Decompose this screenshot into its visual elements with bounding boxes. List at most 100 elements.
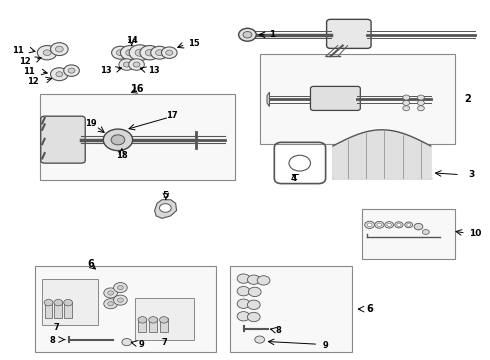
Ellipse shape [239, 28, 256, 41]
Ellipse shape [37, 45, 57, 60]
Bar [135, 298, 194, 339]
Ellipse shape [257, 276, 270, 285]
Ellipse shape [44, 300, 53, 306]
Text: 7: 7 [162, 338, 167, 347]
Text: 12: 12 [19, 57, 31, 66]
Ellipse shape [108, 291, 114, 295]
Ellipse shape [55, 46, 63, 52]
Ellipse shape [111, 135, 125, 145]
Text: 10: 10 [469, 229, 481, 238]
Ellipse shape [129, 45, 151, 60]
Text: 3: 3 [468, 170, 474, 179]
Ellipse shape [114, 283, 127, 293]
Ellipse shape [54, 300, 63, 306]
Ellipse shape [138, 317, 147, 323]
Ellipse shape [151, 46, 168, 59]
Text: 8: 8 [276, 327, 282, 336]
Ellipse shape [403, 95, 410, 100]
Ellipse shape [289, 155, 311, 171]
Ellipse shape [161, 47, 177, 58]
Text: 12: 12 [27, 77, 39, 86]
Ellipse shape [50, 68, 68, 81]
Bar [160, 318, 168, 332]
Ellipse shape [405, 222, 413, 228]
Text: 16: 16 [131, 84, 144, 94]
Ellipse shape [112, 46, 129, 59]
Ellipse shape [43, 50, 51, 55]
Bar [139, 318, 147, 332]
Ellipse shape [123, 62, 130, 67]
Text: 9: 9 [139, 340, 144, 349]
Ellipse shape [119, 59, 135, 70]
Ellipse shape [121, 45, 140, 60]
Text: 14: 14 [126, 36, 138, 45]
Text: 17: 17 [166, 111, 177, 120]
Ellipse shape [395, 222, 403, 228]
FancyBboxPatch shape [311, 86, 360, 111]
Text: 1: 1 [269, 30, 275, 39]
Text: 2: 2 [464, 94, 471, 104]
Polygon shape [267, 92, 270, 107]
Ellipse shape [414, 224, 423, 230]
Bar [362, 209, 455, 259]
Ellipse shape [56, 72, 63, 77]
Ellipse shape [68, 68, 75, 73]
Bar [230, 266, 352, 352]
Ellipse shape [159, 204, 171, 212]
Ellipse shape [367, 223, 372, 226]
Ellipse shape [135, 49, 145, 56]
Text: 6: 6 [366, 304, 373, 314]
Ellipse shape [237, 274, 250, 283]
Text: 11: 11 [23, 67, 35, 76]
Bar [40, 94, 235, 180]
Bar [42, 279, 98, 325]
Ellipse shape [417, 95, 424, 100]
Ellipse shape [403, 100, 410, 105]
Bar [149, 318, 157, 332]
Ellipse shape [159, 317, 168, 323]
Bar [54, 302, 62, 318]
Ellipse shape [129, 59, 145, 70]
Ellipse shape [365, 221, 374, 228]
Ellipse shape [247, 300, 260, 310]
Ellipse shape [146, 49, 154, 56]
Polygon shape [155, 200, 176, 219]
Ellipse shape [108, 302, 114, 306]
Ellipse shape [247, 312, 260, 321]
Ellipse shape [375, 221, 384, 228]
Ellipse shape [255, 336, 265, 343]
Text: 6: 6 [88, 258, 95, 269]
Ellipse shape [118, 298, 123, 302]
Text: 4: 4 [291, 175, 297, 184]
Ellipse shape [122, 338, 132, 346]
Ellipse shape [140, 45, 159, 60]
Ellipse shape [103, 129, 133, 150]
Bar [45, 302, 52, 318]
Ellipse shape [64, 65, 79, 76]
Ellipse shape [422, 229, 429, 234]
Ellipse shape [237, 299, 250, 309]
Ellipse shape [247, 275, 260, 284]
Ellipse shape [166, 50, 173, 55]
Text: 18: 18 [116, 151, 128, 160]
Ellipse shape [377, 223, 382, 226]
FancyBboxPatch shape [327, 19, 371, 48]
Ellipse shape [403, 106, 410, 111]
Ellipse shape [397, 223, 401, 226]
Ellipse shape [64, 300, 73, 306]
Text: 13: 13 [148, 66, 160, 75]
Ellipse shape [387, 223, 392, 226]
Text: 7: 7 [53, 323, 59, 332]
Bar [35, 266, 216, 352]
Ellipse shape [104, 288, 118, 298]
Ellipse shape [118, 285, 123, 290]
Ellipse shape [243, 32, 252, 38]
Text: 9: 9 [322, 341, 328, 350]
Text: 19: 19 [85, 119, 97, 128]
Ellipse shape [248, 287, 261, 297]
Ellipse shape [104, 299, 118, 309]
Ellipse shape [237, 287, 250, 296]
Ellipse shape [117, 50, 124, 55]
Text: 5: 5 [163, 190, 169, 199]
Ellipse shape [417, 106, 424, 111]
